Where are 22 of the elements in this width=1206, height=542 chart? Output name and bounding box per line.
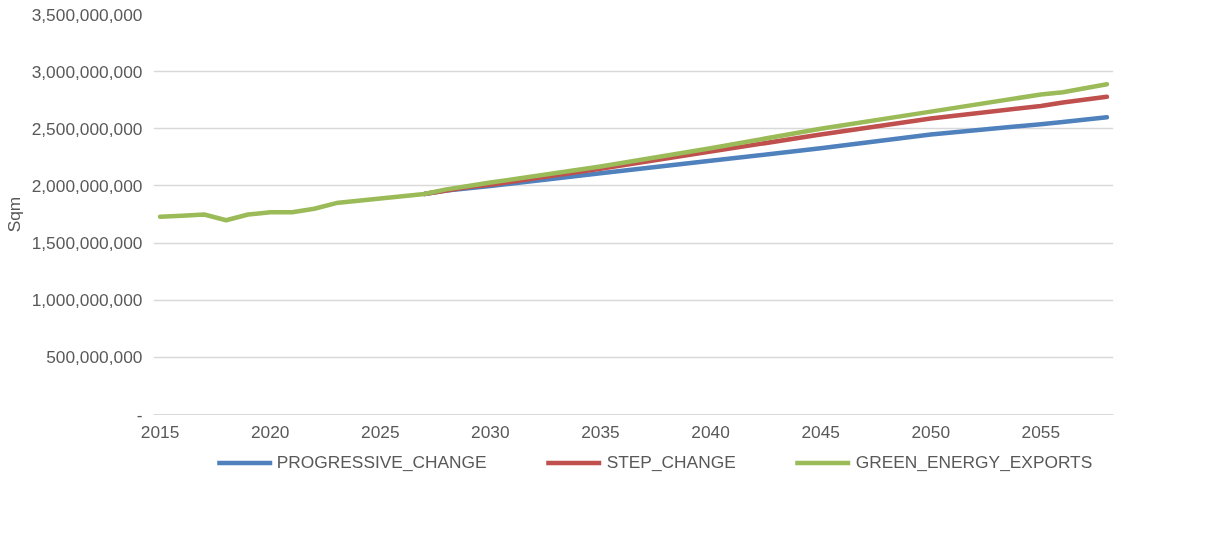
y-tick-label: 2,000,000,000 <box>31 175 143 196</box>
x-tick-label: 2040 <box>691 421 730 442</box>
x-tick-label: 2030 <box>471 421 510 442</box>
y-tick-label: 1,000,000,000 <box>31 290 143 311</box>
y-tick-label: 500,000,000 <box>46 347 143 368</box>
y-tick-label: 3,500,000,000 <box>31 4 143 25</box>
x-tick-label: 2050 <box>911 421 951 442</box>
legend-label: PROGRESSIVE_CHANGE <box>276 451 487 473</box>
x-tick-label: 2055 <box>1021 421 1061 442</box>
y-axis-title: Sqm <box>3 196 24 233</box>
y-tick-label: - <box>136 404 143 425</box>
legend-label: STEP_CHANGE <box>606 451 736 473</box>
y-tick-label: 2,500,000,000 <box>31 118 143 139</box>
x-tick-label: 2020 <box>250 421 290 442</box>
x-tick-label: 2025 <box>361 421 400 442</box>
legend-label: GREEN_ENERGY_EXPORTS <box>855 451 1093 473</box>
y-tick-label: 3,000,000,000 <box>31 61 143 82</box>
line-series <box>157 81 1110 223</box>
x-tick-label: 2045 <box>801 421 840 442</box>
y-tick-label: 1,500,000,000 <box>31 233 143 254</box>
x-tick-label: 2035 <box>581 421 620 442</box>
x-tick-label: 2015 <box>140 421 180 442</box>
